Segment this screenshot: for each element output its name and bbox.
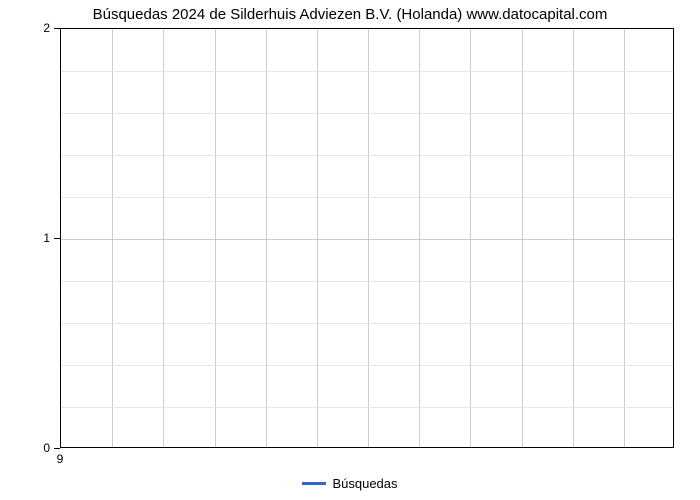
gridline-vertical (624, 29, 625, 447)
gridline-vertical (215, 29, 216, 447)
gridline-vertical (470, 29, 471, 447)
plot-area (60, 28, 674, 448)
gridline-horizontal (61, 155, 673, 156)
gridline-horizontal (61, 323, 673, 324)
legend-label: Búsquedas (332, 476, 397, 491)
gridline-horizontal (61, 407, 673, 408)
legend-swatch (302, 482, 326, 485)
legend: Búsquedas (0, 476, 700, 491)
y-tick-label: 0 (30, 441, 50, 455)
chart-container: Búsquedas 2024 de Silderhuis Adviezen B.… (0, 0, 700, 500)
y-tick (54, 28, 60, 29)
y-tick-label: 2 (30, 21, 50, 35)
gridline-horizontal (61, 71, 673, 72)
gridline-vertical (266, 29, 267, 447)
gridline-horizontal (61, 365, 673, 366)
y-tick (54, 448, 60, 449)
gridline-horizontal (61, 197, 673, 198)
gridline-horizontal (61, 113, 673, 114)
x-tick-label: 9 (57, 452, 64, 466)
gridline-horizontal (61, 239, 673, 240)
gridline-horizontal (61, 281, 673, 282)
gridline-vertical (522, 29, 523, 447)
gridline-vertical (368, 29, 369, 447)
chart-title: Búsquedas 2024 de Silderhuis Adviezen B.… (0, 6, 700, 23)
y-tick-label: 1 (30, 231, 50, 245)
gridline-vertical (163, 29, 164, 447)
gridline-vertical (112, 29, 113, 447)
y-tick (54, 238, 60, 239)
gridline-vertical (419, 29, 420, 447)
gridline-vertical (573, 29, 574, 447)
gridline-vertical (317, 29, 318, 447)
